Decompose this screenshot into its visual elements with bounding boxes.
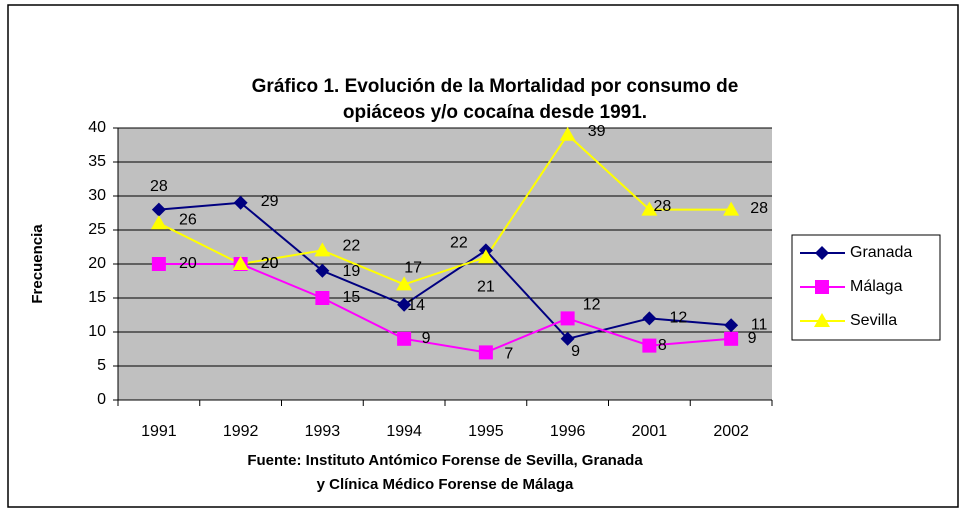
x-tick-label: 1995 xyxy=(468,423,504,440)
data-label: 7 xyxy=(504,346,513,363)
chart-title: Gráfico 1. Evolución de la Mortalidad po… xyxy=(252,76,739,97)
x-tick-label: 1991 xyxy=(141,423,177,440)
data-label: 22 xyxy=(342,238,360,255)
x-tick-label: 1996 xyxy=(550,423,586,440)
marker xyxy=(151,202,166,217)
x-tick-label: 2001 xyxy=(632,423,668,440)
data-label: 12 xyxy=(583,297,601,314)
data-label: 22 xyxy=(450,235,468,252)
marker xyxy=(314,242,331,257)
marker xyxy=(642,338,657,353)
marker xyxy=(232,256,249,270)
data-label: 20 xyxy=(261,255,279,272)
data-label: 29 xyxy=(261,193,279,210)
series-line xyxy=(158,263,732,354)
marker xyxy=(560,311,575,326)
y-tick-label: 35 xyxy=(88,153,106,170)
marker xyxy=(815,280,829,294)
marker xyxy=(396,276,413,291)
data-label: 9 xyxy=(748,330,757,347)
y-axis-title: Frecuencia xyxy=(29,224,46,304)
data-label: 9 xyxy=(422,330,431,347)
marker xyxy=(150,215,167,230)
marker xyxy=(315,291,330,305)
legend-label: Sevilla xyxy=(850,312,897,329)
x-axis-title: Fuente: Instituto Antómico Forense de Se… xyxy=(247,452,643,469)
marker xyxy=(559,126,576,141)
data-label: 20 xyxy=(179,255,197,272)
data-label: 17 xyxy=(404,260,422,277)
data-label: 14 xyxy=(407,297,425,314)
y-tick-label: 5 xyxy=(97,357,106,374)
marker xyxy=(724,318,739,333)
x-tick-label: 1992 xyxy=(223,423,259,440)
marker xyxy=(151,257,166,271)
data-label: 11 xyxy=(751,316,768,333)
marker xyxy=(814,313,830,327)
marker xyxy=(723,201,740,216)
data-label: 9 xyxy=(571,343,580,360)
marker xyxy=(815,246,829,260)
legend-label: Granada xyxy=(850,244,912,261)
legend-label: Málaga xyxy=(850,278,903,295)
x-tick-label: 1993 xyxy=(305,423,341,440)
series-line xyxy=(158,201,732,340)
y-tick-label: 25 xyxy=(88,221,106,238)
series-line xyxy=(158,133,732,286)
data-label: 8 xyxy=(658,337,667,354)
chart-title: opiáceos y/o cocaína desde 1991. xyxy=(343,102,647,123)
y-tick-label: 30 xyxy=(88,187,106,204)
marker xyxy=(724,331,739,346)
x-tick-label: 2002 xyxy=(713,423,749,440)
data-label: 28 xyxy=(653,198,671,215)
data-label: 28 xyxy=(750,200,768,217)
marker xyxy=(560,331,575,346)
marker xyxy=(478,345,493,360)
data-label: 39 xyxy=(588,123,606,140)
data-label: 12 xyxy=(669,310,687,327)
x-axis-title: y Clínica Médico Forense de Málaga xyxy=(317,476,574,493)
y-tick-label: 10 xyxy=(88,323,106,340)
marker xyxy=(642,311,657,326)
y-tick-label: 40 xyxy=(88,119,106,136)
marker xyxy=(641,201,658,216)
y-tick-label: 20 xyxy=(88,255,106,272)
y-tick-label: 15 xyxy=(88,289,106,306)
marker xyxy=(397,297,412,312)
data-label: 15 xyxy=(342,289,360,306)
data-label: 19 xyxy=(342,263,360,280)
data-label: 26 xyxy=(179,211,197,228)
y-tick-label: 0 xyxy=(97,391,106,408)
marker xyxy=(397,331,412,346)
marker xyxy=(233,195,248,210)
data-label: 28 xyxy=(150,178,168,195)
data-label: 20 xyxy=(261,255,279,272)
marker xyxy=(315,263,330,278)
marker xyxy=(477,249,494,264)
data-label: 21 xyxy=(477,278,495,295)
x-tick-label: 1994 xyxy=(386,423,422,440)
